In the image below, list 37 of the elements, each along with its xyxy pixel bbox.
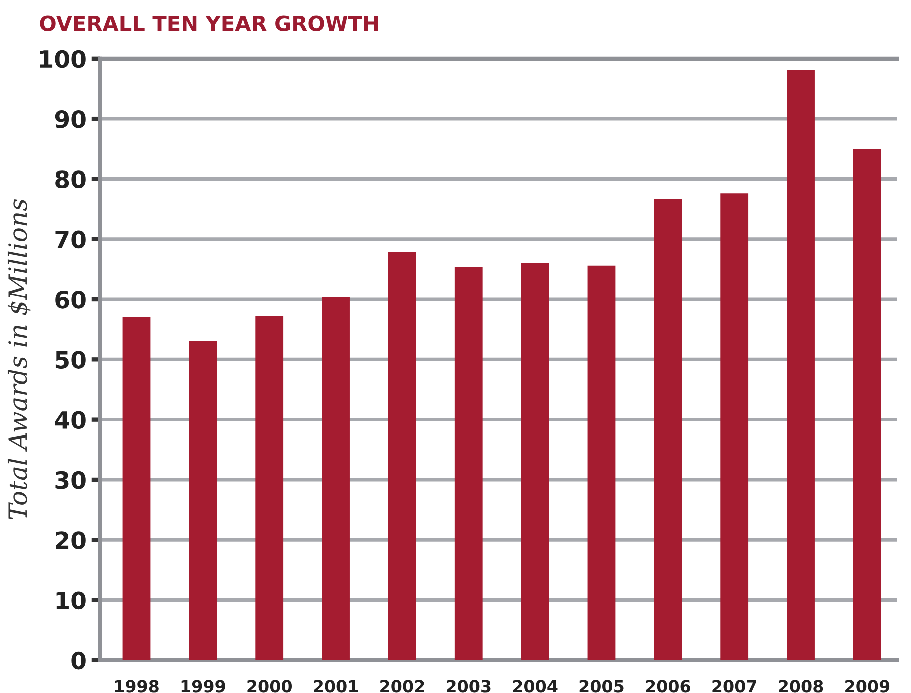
y-tick-label: 100: [40, 50, 86, 68]
x-tick-label: 2000: [248, 680, 292, 693]
bar: [787, 70, 815, 660]
x-tick-label: 2006: [646, 680, 690, 693]
y-tick-label: 80: [56, 170, 86, 189]
bar: [256, 316, 284, 660]
x-tick-label: 2004: [513, 680, 558, 693]
y-tick-label: 20: [56, 532, 86, 550]
bar: [322, 297, 350, 660]
bar: [654, 199, 682, 660]
bar: [521, 263, 550, 660]
chart-title: OVERALL TEN YEAR GROWTH: [40, 16, 378, 32]
x-tick-label: 2008: [779, 680, 824, 693]
y-tick-label: 60: [56, 290, 86, 309]
x-tick-label: 2005: [580, 680, 624, 693]
y-tick-label: 0: [72, 652, 86, 670]
x-tick-label: 2001: [314, 680, 358, 693]
bar: [853, 149, 882, 660]
bar: [388, 252, 416, 660]
bar: [720, 194, 749, 660]
y-axis-title: Total Awards in $Millions: [8, 199, 31, 520]
bar: [588, 266, 616, 660]
bar: [454, 267, 483, 660]
x-tick-label: 2007: [712, 680, 756, 693]
y-tick-label: 40: [55, 411, 86, 430]
bar: [189, 341, 218, 660]
bar: [122, 318, 151, 660]
x-tick-label: 1998: [115, 680, 159, 693]
x-tick-label: 2002: [380, 680, 424, 693]
y-tick-label: 50: [56, 351, 86, 369]
y-tick-label: 90: [55, 110, 86, 128]
x-tick-label: 2003: [447, 680, 491, 693]
y-tick-label: 30: [56, 471, 86, 490]
x-tick-label: 1999: [182, 680, 226, 693]
y-tick-label: 70: [56, 230, 86, 249]
y-tick-label: 10: [56, 592, 86, 610]
x-tick-label: 2009: [846, 680, 890, 693]
